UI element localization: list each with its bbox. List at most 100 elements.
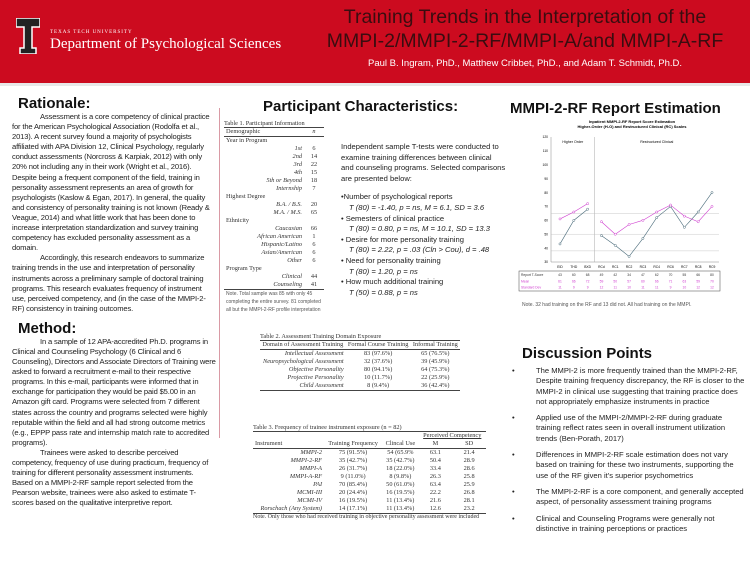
table-row: MMPI-A 26 (31.7%) 18 (22.0%) 33.4 28.6 (253, 465, 486, 473)
comparison-stat: T (80) = 2.22, p = .03 (Cln > Cou), d = … (349, 245, 490, 255)
mmpi-chart: Inpatient MMPI-2-RF Report Score Estimat… (518, 119, 721, 292)
cell: Child Assessment (299, 382, 344, 389)
data-label: 12 (696, 286, 700, 290)
university-name: TEXAS TECH UNIVERSITY (50, 30, 133, 35)
col-header: Clincal Use (385, 440, 416, 447)
data-point (558, 242, 562, 246)
comparison-stat: T (50) = 0.88, p = ns (349, 287, 418, 297)
cell: 18 (310, 177, 318, 184)
data-label: 43 (558, 273, 562, 277)
data-label: 70 (710, 279, 714, 283)
table-row: 1st 6 (224, 145, 324, 153)
cell: 50.4 (429, 457, 441, 464)
rationale-text: Assessment is a core competency of clini… (12, 112, 216, 314)
panel-label: Restructured Clinical (640, 140, 673, 144)
cell: M.A. / M.S. (273, 209, 302, 216)
data-point (627, 223, 631, 226)
cell: MCMI-III (296, 489, 323, 496)
texas-tech-logo-icon (16, 18, 40, 54)
data-label: 62 (655, 273, 659, 277)
x-tick-label: RCd (598, 265, 605, 269)
cell: 25.9 (463, 481, 475, 488)
table-row: Hispanic/Latino 6 (224, 241, 324, 249)
discussion-heading: Discussion Points (522, 345, 653, 362)
data-point (710, 205, 714, 208)
table-row: 3rd 22 (224, 161, 324, 169)
col-header: SD (465, 440, 474, 447)
cell: 22.2 (429, 489, 441, 496)
table-row: 2nd 14 (224, 153, 324, 161)
x-tick-label: BXD (584, 265, 591, 269)
comparison-label: • Desire for more personality training (341, 234, 464, 244)
data-label: 10 (627, 286, 631, 290)
cell: 14 (17.1%) (338, 505, 368, 512)
chart-title: Inpatient MMPI-2-RF Report Score Estimat… (589, 119, 676, 124)
col-header: Demographic (226, 128, 261, 135)
discussion-point: Clinical and Counseling Programs were ge… (510, 514, 746, 535)
y-tick-label: 90 (544, 177, 548, 181)
data-label: 50 (613, 279, 617, 283)
cell: Clinical (281, 273, 302, 280)
cell: 35 (42.7%) (338, 457, 368, 464)
cell: 6 (312, 249, 316, 256)
series-label: Mean (521, 279, 529, 283)
cell: 83 (97.6%) (363, 350, 393, 357)
cell: B.A. / B.S. (276, 201, 302, 208)
estimation-note: Note. 32 had training on the RF and 13 d… (522, 302, 692, 308)
cell: MMPI-2-RF (290, 457, 323, 464)
group-label: Year in Program (226, 137, 268, 144)
cell: 26.8 (463, 489, 475, 496)
cell: 21.6 (429, 497, 441, 504)
data-label: 12 (600, 286, 604, 290)
table-row: Projective Personality 10 (11.7%) 22 (25.9… (260, 374, 460, 382)
panel-label: Higher Order (562, 140, 584, 144)
cell: 21.4 (463, 449, 475, 456)
col-header: Informal Training (412, 341, 458, 348)
cell: 10 (11.7%) (364, 374, 393, 381)
data-label: 9 (670, 286, 672, 290)
cell: Internship (276, 185, 302, 192)
x-tick-label: RC2 (626, 265, 633, 269)
table-row: M.A. / M.S. 65 (224, 209, 324, 217)
cell: 6 (312, 241, 316, 248)
table-row: Counseling 41 (224, 281, 324, 290)
cell: 75 (91.5%) (338, 449, 368, 456)
chart-subtitle: Higher-Order (H-O) and Restructured Clin… (578, 124, 688, 129)
series-line (601, 192, 713, 257)
table-row: Caucasian 66 (224, 225, 324, 233)
cell: 36 (42.4%) (421, 382, 450, 389)
cell: Asian/American (261, 249, 302, 256)
comparison-label: •Number of psychological reports (341, 192, 453, 202)
cell: Other (287, 257, 302, 264)
data-label: 68 (586, 273, 590, 277)
table-row: PAI 70 (85.4%) 50 (61.0%) 63.4 25.9 (253, 481, 486, 489)
cell: 16 (19.5%) (338, 497, 368, 504)
x-tick-label: THD (570, 265, 577, 269)
cell: African American (257, 233, 302, 240)
divider (219, 108, 220, 438)
table-caption: Table 3. Frequency of trainee instrument… (253, 424, 402, 431)
participants-heading: Participant Characteristics: (263, 98, 459, 115)
cell: 39 (45.9%) (421, 358, 450, 365)
data-point (710, 191, 714, 194)
data-point (613, 243, 617, 247)
table-row: Other 6 (224, 257, 324, 265)
table-row: Internship 7 (224, 185, 324, 193)
data-label: 80 (710, 273, 714, 277)
discussion-point: Applied use of the MMPI-2/MMPI-2-RF duri… (510, 413, 746, 444)
cell: Intellectual Assessment (284, 350, 344, 357)
title-line-2: MMPI-2/MMPI-2-RF/MMPI-A/and MMPI-A-RF (326, 30, 724, 52)
method-heading: Method: (18, 319, 77, 337)
data-label: 11 (614, 286, 618, 290)
cell: 63.1 (429, 449, 441, 456)
data-point (586, 202, 589, 206)
table-participant-info: Table 1. Participant Information Demograp… (224, 120, 324, 314)
x-tick-label: EID (557, 265, 563, 269)
cell: 3rd (293, 161, 302, 168)
group-header: Perceived Competency (423, 432, 482, 439)
table-row: Child Assessment 8 (9.4%) 36 (42.4%) (260, 382, 460, 391)
cell: 20 (24.4%) (338, 489, 368, 496)
col-header: Formal Course Training (347, 341, 409, 348)
data-point (641, 237, 645, 240)
rationale-heading: Rationale: (18, 95, 91, 112)
